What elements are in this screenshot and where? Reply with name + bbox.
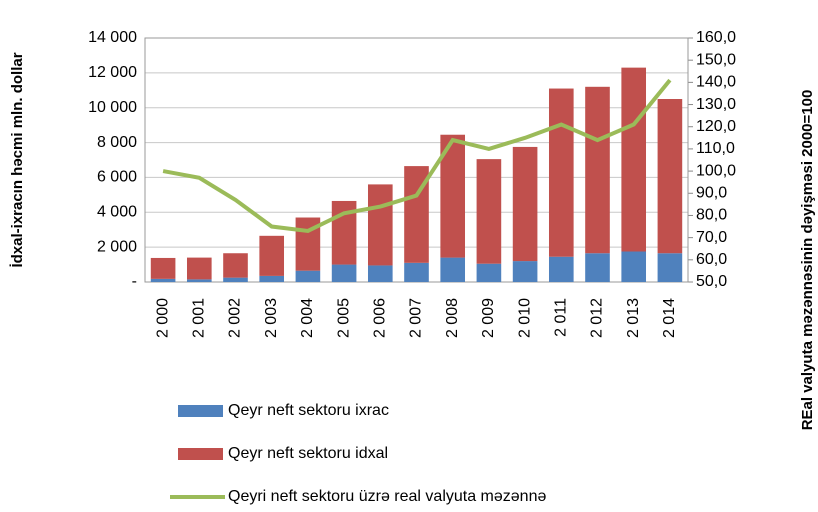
bar	[259, 275, 285, 282]
bar	[404, 262, 429, 282]
y2-axis-title: REal valyuta məzənnəsinin dəyişməsi 2000…	[799, 90, 816, 431]
bar	[150, 257, 176, 279]
y-tick-label: 12 000	[88, 64, 137, 81]
bar	[512, 261, 538, 282]
bar	[621, 251, 647, 282]
bar	[295, 270, 321, 282]
y-tick-label: 10 000	[88, 99, 137, 116]
bar	[476, 263, 502, 282]
y2-tick-label: 120,0	[696, 118, 736, 135]
legend-label: Qeyr neft sektoru ixrac	[228, 402, 389, 419]
x-tick-label: 2 001	[191, 298, 208, 338]
y2-tick-label: 140,0	[696, 74, 736, 91]
x-tick-label: 2 013	[625, 298, 642, 338]
y2-tick-label: 110,0	[696, 140, 735, 157]
x-tick-label: 2 007	[408, 298, 425, 338]
y-tick-label: 4 000	[97, 204, 137, 221]
bar	[548, 256, 574, 282]
legend-label: Qeyri neft sektoru üzrə real valyuta məz…	[228, 488, 546, 505]
bar	[512, 146, 538, 262]
bar	[150, 278, 176, 282]
bar	[476, 159, 502, 264]
x-tick-label: 2 003	[263, 298, 280, 338]
y-tick-label: 6 000	[97, 169, 137, 186]
y2-tick-label: 130,0	[696, 96, 736, 113]
bar	[331, 264, 357, 282]
y2-tick-label: 90,0	[696, 184, 727, 201]
bar	[657, 253, 683, 282]
legend-swatch	[178, 448, 223, 460]
y-tick-label: 2 000	[97, 238, 137, 255]
legend-swatch	[178, 405, 223, 417]
legend-label: Qeyr neft sektoru idxal	[228, 445, 388, 462]
x-tick-label: 2 010	[516, 298, 533, 338]
bar	[259, 235, 285, 276]
y2-tick-label: 70,0	[696, 229, 727, 246]
bar	[367, 184, 393, 266]
bar	[223, 253, 248, 278]
line	[162, 78, 672, 234]
x-tick-label: 2 002	[227, 298, 244, 338]
bar	[585, 86, 610, 254]
y2-tick-label: 150,0	[696, 51, 736, 68]
y2-tick-label: 60,0	[696, 251, 727, 268]
bar	[223, 277, 248, 282]
bar	[186, 257, 212, 280]
bar	[186, 279, 212, 282]
bar	[621, 67, 647, 252]
y-tick-label: 14 000	[88, 29, 137, 46]
y2-tick-label: 100,0	[696, 162, 736, 179]
bar	[548, 88, 574, 257]
y-tick-label: 8 000	[97, 134, 137, 151]
x-tick-label: 2 012	[589, 298, 606, 338]
x-tick-label: 2 008	[444, 298, 461, 338]
x-tick-label: 2 004	[299, 298, 316, 338]
bar	[440, 257, 466, 282]
x-tick-label: 2 011	[553, 298, 570, 337]
y2-tick-label: 160,0	[696, 29, 736, 46]
y2-tick-label: 80,0	[696, 207, 727, 224]
x-tick-label: 2 014	[661, 298, 678, 338]
bar	[585, 253, 610, 282]
y-tick-label: -	[132, 273, 137, 290]
x-tick-label: 2 006	[372, 298, 389, 338]
bar	[657, 99, 683, 254]
bar	[367, 265, 393, 282]
x-tick-label: 2 009	[480, 298, 497, 338]
x-tick-label: 2 005	[335, 298, 352, 338]
x-tick-label: 2 000	[154, 298, 171, 338]
y-axis-title: İdxal-ixracın həcmi mln. dollar	[9, 52, 26, 267]
y2-tick-label: 50,0	[696, 273, 727, 290]
